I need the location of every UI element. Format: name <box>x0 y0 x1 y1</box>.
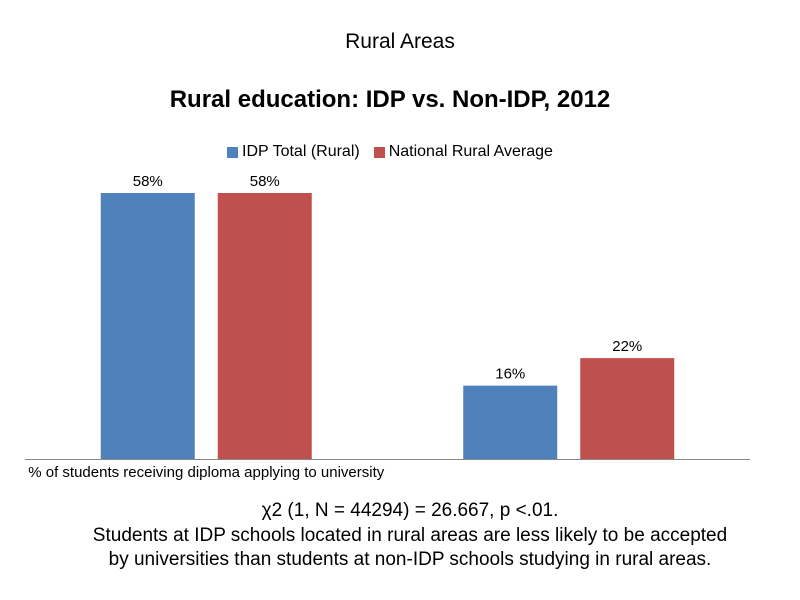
data-label-series-2-category-2: 22% <box>612 338 642 355</box>
legend-item-series-2: National Rural Average <box>373 143 553 161</box>
bar-series-2-category-2 <box>580 358 675 459</box>
legend-label-series-1: IDP Total (Rural) <box>242 143 360 160</box>
legend-swatch-series-1 <box>227 146 239 158</box>
legend-swatch-series-2 <box>373 146 385 158</box>
page-section-title: Rural Areas <box>345 30 455 53</box>
statistics-line: χ2 (1, N = 44294) = 26.667, p <.01. <box>261 500 559 521</box>
data-label-series-1-category-1: 58% <box>133 173 163 190</box>
data-label-series-1-category-2: 16% <box>495 366 525 383</box>
bar-series-1-category-2 <box>463 385 558 459</box>
footnote-line-2: Students at IDP schools located in rural… <box>92 525 728 546</box>
bar-series-1-category-1 <box>100 193 195 459</box>
category-label-1: % of students receiving diploma applying… <box>28 464 385 481</box>
legend-label-series-2: National Rural Average <box>388 143 553 160</box>
bar-series-2-category-1 <box>217 193 312 459</box>
footnote-line-3: by universities than students at non-IDP… <box>108 549 712 570</box>
data-label-series-2-category-1: 58% <box>250 173 280 190</box>
chart-legend: IDP Total (Rural) National Rural Average <box>0 143 780 161</box>
chart-title: Rural education: IDP vs. Non-IDP, 2012 <box>169 86 611 113</box>
legend-item-series-1: IDP Total (Rural) <box>227 143 360 161</box>
